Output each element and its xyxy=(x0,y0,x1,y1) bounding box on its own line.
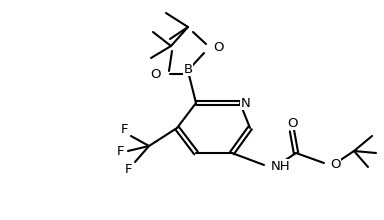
Text: O: O xyxy=(330,158,341,170)
Text: O: O xyxy=(287,117,297,130)
Text: NH: NH xyxy=(271,160,291,172)
Text: N: N xyxy=(241,97,251,110)
Text: F: F xyxy=(121,123,129,136)
Text: B: B xyxy=(184,62,192,75)
Text: O: O xyxy=(151,68,161,81)
Text: O: O xyxy=(213,40,223,53)
Text: F: F xyxy=(125,163,133,176)
Text: F: F xyxy=(117,145,125,158)
